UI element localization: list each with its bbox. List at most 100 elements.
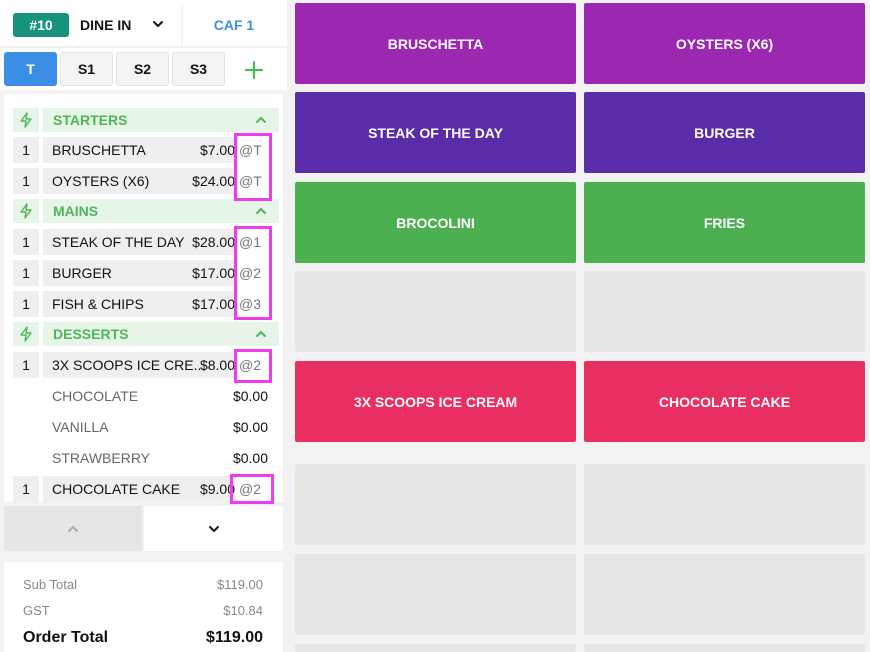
order-item-row[interactable]: 1 BURGER $17.00 @2 <box>13 260 279 286</box>
gst-label: GST <box>23 603 50 618</box>
item-price: $28.00 <box>192 234 235 250</box>
order-panel: #10 DINE IN CAF 1 T S1 S2 S3 <box>0 0 287 652</box>
item-price: $9.00 <box>199 481 235 497</box>
item-box: 3X SCOOPS ICE CRE... $8.00 <box>43 352 235 378</box>
modifier-row: STRAWBERRY $0.00 <box>13 445 279 471</box>
seat-tab-s3[interactable]: S3 <box>172 52 225 86</box>
item-quantity: 1 <box>13 291 39 317</box>
item-seat-tag[interactable]: @2 <box>239 481 261 497</box>
chevron-up-icon[interactable] <box>255 206 267 216</box>
item-quantity: 1 <box>13 260 39 286</box>
order-type-dropdown[interactable]: DINE IN <box>72 5 179 45</box>
order-item-row[interactable]: 1 STEAK OF THE DAY $28.00 @1 <box>13 229 279 255</box>
modifier-row: VANILLA $0.00 <box>13 414 279 440</box>
menu-tile-empty[interactable] <box>584 644 865 652</box>
item-box: BRUSCHETTA $7.00 <box>43 137 235 163</box>
item-seat-tag[interactable]: @T <box>239 142 262 158</box>
item-quantity: 1 <box>13 229 39 255</box>
chevron-up-icon[interactable] <box>255 115 267 125</box>
category-label: MAINS <box>53 203 99 219</box>
item-name: OYSTERS (X6) <box>52 173 150 189</box>
modifier-price: $0.00 <box>232 419 268 435</box>
item-price: $7.00 <box>199 142 235 158</box>
menu-tile-empty[interactable] <box>584 271 865 352</box>
menu-tile-empty[interactable] <box>584 464 865 545</box>
menu-tile-empty[interactable] <box>584 554 865 635</box>
order-item-row[interactable]: 1 FISH & CHIPS $17.00 @3 <box>13 291 279 317</box>
order-item-row[interactable]: 1 BRUSCHETTA $7.00 @T <box>13 137 279 163</box>
item-seat-tag[interactable]: @1 <box>239 234 261 250</box>
item-seat-tag[interactable]: @T <box>239 173 262 189</box>
scroll-up-button[interactable] <box>4 506 142 551</box>
menu-tile-bruschetta[interactable]: BRUSCHETTA <box>295 3 576 84</box>
menu-tile-brocolini[interactable]: BROCOLINI <box>295 182 576 263</box>
menu-tile-burger[interactable]: BURGER <box>584 92 865 173</box>
modifier-name: STRAWBERRY <box>52 450 151 466</box>
item-name: CHOCOLATE CAKE <box>52 481 181 497</box>
seat-tab-s2[interactable]: S2 <box>116 52 169 86</box>
lightning-bolt-icon <box>13 199 39 223</box>
menu-tile-chocolate-cake[interactable]: CHOCOLATE CAKE <box>584 361 865 442</box>
chevron-up-icon <box>68 525 78 532</box>
item-box: BURGER $17.00 <box>43 260 235 286</box>
category-name: MAINS <box>43 199 279 223</box>
item-quantity: 1 <box>13 476 39 502</box>
item-name: 3X SCOOPS ICE CRE... <box>52 357 206 373</box>
item-seat-tag[interactable]: @3 <box>239 296 261 312</box>
order-item-row[interactable]: 1 3X SCOOPS ICE CRE... $8.00 @2 <box>13 352 279 378</box>
menu-tile-empty[interactable] <box>295 644 576 652</box>
item-name: FISH & CHIPS <box>52 296 144 312</box>
sub-total-value: $119.00 <box>216 577 263 592</box>
menu-tile-steak-of-the-day[interactable]: STEAK OF THE DAY <box>295 92 576 173</box>
menu-tile-oysters-x6[interactable]: OYSTERS (X6) <box>584 3 865 84</box>
order-number-badge[interactable]: #10 <box>13 13 69 37</box>
item-name: STEAK OF THE DAY <box>52 234 185 250</box>
seat-tab-s1[interactable]: S1 <box>60 52 113 86</box>
category-name: DESSERTS <box>43 322 279 346</box>
plus-icon <box>245 61 263 79</box>
category-name: STARTERS <box>43 108 279 132</box>
seat-tabs: T S1 S2 S3 <box>0 48 287 90</box>
item-quantity: 1 <box>13 137 39 163</box>
order-item-row[interactable]: 1 CHOCOLATE CAKE $9.00 @2 <box>13 476 279 502</box>
chevron-up-icon[interactable] <box>255 329 267 339</box>
chevron-down-icon <box>153 21 163 27</box>
order-total-value: $119.00 <box>206 629 263 646</box>
lightning-bolt-icon <box>13 108 39 132</box>
sub-total-label: Sub Total <box>23 577 77 592</box>
modifier-name: VANILLA <box>52 419 109 435</box>
location-button[interactable]: CAF 1 <box>185 5 283 45</box>
item-box: CHOCOLATE CAKE $9.00 <box>43 476 235 502</box>
menu-tile-empty[interactable] <box>295 271 576 352</box>
order-items-list[interactable]: STARTERS 1 BRUSCHETTA $7.00 @T 1 OYSTERS… <box>4 94 283 504</box>
modifier-price: $0.00 <box>232 388 268 404</box>
category-label: DESSERTS <box>53 326 129 342</box>
item-box: FISH & CHIPS $17.00 <box>43 291 235 317</box>
item-box: STEAK OF THE DAY $28.00 <box>43 229 235 255</box>
item-price: $24.00 <box>192 173 235 189</box>
seat-tab-t[interactable]: T <box>4 52 57 86</box>
category-header-starters[interactable]: STARTERS <box>13 108 279 132</box>
header-divider <box>181 5 183 45</box>
menu-tile-empty[interactable] <box>295 464 576 545</box>
item-name: BURGER <box>52 265 112 281</box>
add-seat-button[interactable] <box>240 56 268 84</box>
category-header-mains[interactable]: MAINS <box>13 199 279 223</box>
modifier-row: CHOCOLATE $0.00 <box>13 383 279 409</box>
item-price: $17.00 <box>192 296 235 312</box>
modifier-name: CHOCOLATE <box>52 388 139 404</box>
item-seat-tag[interactable]: @2 <box>239 357 261 373</box>
order-item-row[interactable]: 1 OYSTERS (X6) $24.00 @T <box>13 168 279 194</box>
scroll-down-button[interactable] <box>144 506 283 551</box>
item-box: OYSTERS (X6) $24.00 <box>43 168 235 194</box>
menu-tile-fries[interactable]: FRIES <box>584 182 865 263</box>
category-header-desserts[interactable]: DESSERTS <box>13 322 279 346</box>
order-totals: Sub Total $119.00 GST $10.84 Order Total… <box>4 562 283 652</box>
menu-tile-empty[interactable] <box>295 554 576 635</box>
item-quantity: 1 <box>13 352 39 378</box>
item-seat-tag[interactable]: @2 <box>239 265 261 281</box>
item-quantity: 1 <box>13 168 39 194</box>
menu-tile-3x-scoops-ice-cream[interactable]: 3X SCOOPS ICE CREAM <box>295 361 576 442</box>
order-type-label: DINE IN <box>80 17 132 33</box>
